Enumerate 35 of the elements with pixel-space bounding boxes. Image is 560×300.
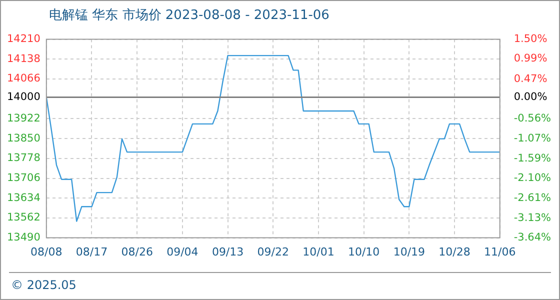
y-tick-label: 14066 — [6, 72, 41, 85]
y-tick-label: 13778 — [6, 152, 40, 164]
x-tick-label: 08/17 — [76, 245, 108, 258]
y2-tick-label: 1.50% — [514, 33, 548, 46]
x-tick-label: 10/19 — [393, 245, 426, 258]
x-tick-label: 11/06 — [484, 245, 516, 258]
x-tick-label: 10/10 — [348, 245, 380, 258]
y2-tick-label: 0.47% — [514, 72, 548, 85]
y2-tick-label: 0.99% — [514, 52, 548, 65]
x-tick-label: 08/08 — [30, 245, 62, 258]
y2-tick-label: 0.00% — [514, 90, 548, 103]
y-tick-label: 14000 — [6, 90, 40, 103]
y-tick-label: 13562 — [6, 212, 40, 224]
chart-title: 电解锰 华东 市场价 2023-08-08 - 2023-11-06 — [48, 7, 330, 25]
y-tick-label: 13634 — [6, 192, 41, 204]
y2-tick-label: -3.13% — [514, 212, 552, 224]
x-tick-label: 10/28 — [438, 245, 470, 258]
x-tick-label: 08/26 — [121, 245, 153, 258]
y-tick-label: 13850 — [6, 132, 40, 144]
y-tick-label: 13490 — [6, 232, 40, 244]
y2-tick-label: -0.56% — [514, 112, 552, 125]
y-tick-label: 13706 — [6, 172, 41, 184]
x-tick-label: 09/04 — [166, 245, 198, 258]
y2-tick-label: -2.10% — [514, 172, 552, 184]
y-tick-label: 14210 — [6, 33, 40, 46]
y-tick-label: 13922 — [6, 112, 40, 124]
x-tick-label: 10/01 — [302, 245, 334, 258]
y2-tick-label: -3.64% — [514, 232, 552, 244]
y2-tick-label: -1.59% — [514, 152, 552, 164]
y2-tick-label: -1.07% — [514, 132, 552, 144]
y-tick-label: 14138 — [6, 52, 40, 65]
x-tick-label: 09/13 — [212, 245, 244, 258]
y2-tick-label: -2.61% — [514, 192, 552, 204]
x-tick-label: 09/22 — [257, 245, 289, 258]
text: © 2025.05 — [11, 278, 76, 292]
